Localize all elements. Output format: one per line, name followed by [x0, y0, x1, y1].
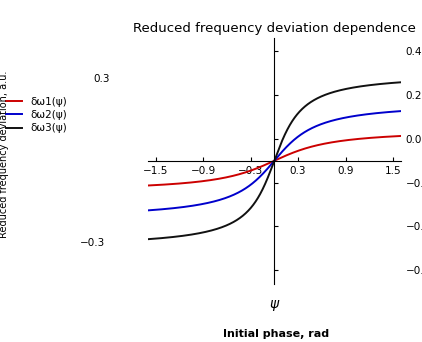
Text: −0.3: −0.3 — [80, 238, 106, 248]
Text: Reduced frequency deviation, a.u.: Reduced frequency deviation, a.u. — [0, 70, 9, 238]
Text: Initial phase, rad: Initial phase, rad — [223, 329, 330, 339]
Legend: δω1(ψ), δω2(ψ), δω3(ψ): δω1(ψ), δω2(ψ), δω3(ψ) — [6, 97, 67, 133]
Text: ψ: ψ — [270, 298, 279, 312]
Text: 0.3: 0.3 — [93, 74, 110, 84]
Title: Reduced frequency deviation dependence: Reduced frequency deviation dependence — [133, 22, 416, 35]
